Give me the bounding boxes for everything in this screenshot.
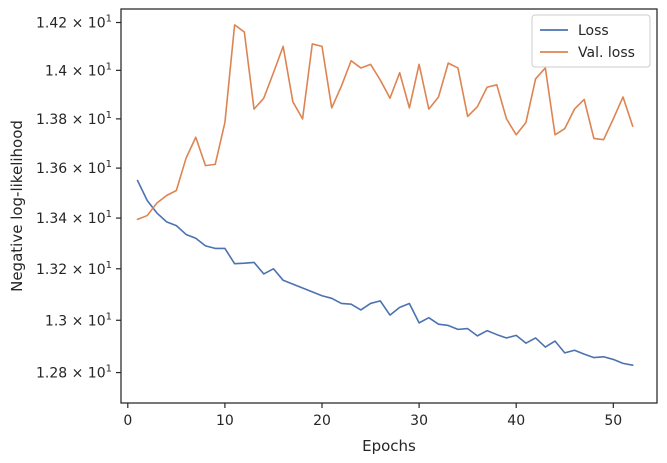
x-tick-label: 50 [604, 413, 622, 429]
series-line-val-loss [136, 24, 634, 221]
y-tick-label: 1.36 × 101 [36, 159, 112, 177]
y-tick-label: 1.3 × 101 [45, 311, 112, 329]
y-tick-label: 1.28 × 101 [36, 364, 112, 382]
legend-label-val-loss: Val. loss [578, 45, 635, 61]
x-tick-label: 0 [123, 413, 132, 429]
x-tick-label: 30 [410, 413, 428, 429]
x-tick-label: 20 [313, 413, 331, 429]
series-layer [136, 24, 634, 366]
x-tick-label: 40 [507, 413, 525, 429]
x-axis-label: Epochs [362, 437, 416, 455]
plot-frame [120, 8, 658, 404]
legend: Loss Val. loss [531, 14, 651, 68]
y-tick-label: 1.34 × 101 [36, 209, 112, 227]
plot-area [121, 9, 657, 403]
series-line-loss [136, 179, 634, 366]
y-tick-label: 1.42 × 101 [36, 14, 112, 32]
y-tick-label: 1.38 × 101 [36, 110, 112, 128]
x-tick-label: 10 [216, 413, 234, 429]
legend-label-loss: Loss [578, 23, 609, 39]
legend-box [531, 14, 651, 68]
y-tick-label: 1.32 × 101 [36, 260, 112, 278]
y-tick-label: 1.4 × 101 [45, 61, 112, 79]
y-axis-label: Negative log-likelihood [8, 120, 26, 292]
x-axis: 0 10 20 30 40 50 [123, 403, 622, 429]
y-axis: 1.28 × 101 1.3 × 101 1.32 × 101 1.34 × 101 1… [36, 14, 121, 382]
